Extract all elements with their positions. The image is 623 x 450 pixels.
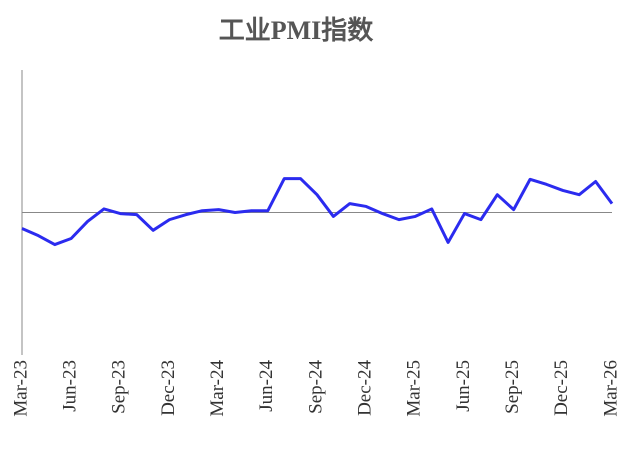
x-tick-label: Mar-25: [404, 360, 425, 417]
x-tick-label: Mar-23: [10, 360, 31, 417]
data-line: [21, 177, 614, 247]
x-tick-label: Dec-24: [355, 360, 376, 416]
x-tick-label: Mar-26: [600, 360, 621, 417]
x-tick-label: Jun-23: [60, 360, 81, 412]
x-tick-label: Sep-25: [502, 360, 523, 414]
x-tick-label: Sep-23: [109, 360, 130, 414]
x-tick-label: Jun-25: [453, 360, 474, 412]
x-tick-label: Dec-23: [158, 360, 179, 416]
x-tick-label: Sep-24: [305, 360, 326, 414]
x-tick-label: Dec-25: [551, 360, 572, 416]
x-tick-label: Jun-24: [256, 360, 277, 412]
x-tick-label: Mar-24: [207, 360, 228, 417]
chart-title: 工业PMI指数: [219, 16, 375, 45]
